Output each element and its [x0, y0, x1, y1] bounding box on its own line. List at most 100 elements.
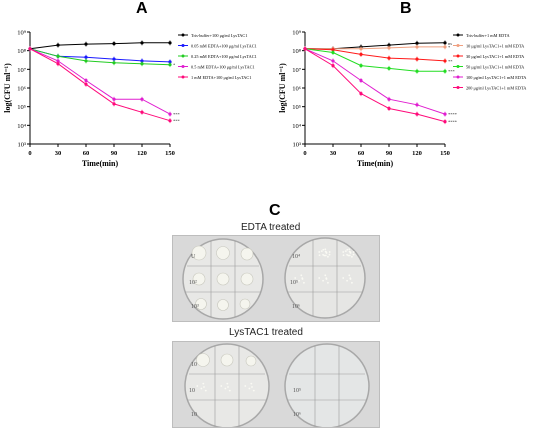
photo-lystac1-plates: 10 10 10 10⁵ 10⁶	[172, 341, 380, 429]
colony-dot	[300, 274, 303, 277]
data-point	[415, 69, 419, 73]
photo-caption-lystac1: LysTAC1 treated	[229, 327, 303, 338]
colony-spot	[239, 298, 251, 310]
series-line	[304, 48, 446, 115]
y-axis-title: log(CFU ml⁻¹)	[278, 63, 287, 113]
colony-dot	[346, 248, 349, 251]
colony-dot	[348, 254, 351, 257]
data-point	[140, 97, 144, 101]
y-tick-label: 10⁵	[17, 104, 26, 111]
colony-dot	[325, 277, 328, 280]
data-point	[84, 42, 88, 46]
legend-marker	[181, 33, 185, 37]
data-point	[84, 82, 88, 86]
plates-lystac1-svg: 10 10 10 10⁵ 10⁶	[184, 343, 370, 429]
colony-dot	[318, 277, 321, 279]
y-tick-label: 10⁴	[17, 123, 27, 130]
colony-dot	[220, 385, 223, 387]
legend-marker	[181, 44, 185, 47]
data-point	[359, 78, 363, 83]
colony-dot	[351, 255, 353, 258]
chart-a: 10³ 10⁴ 10⁵ 10⁶ 10⁷ 10⁸ 10⁹ 0 30 60 90 120 150 Time(m…	[3, 30, 257, 169]
data-point	[359, 64, 363, 68]
significance-label: ***	[173, 119, 181, 124]
data-point	[331, 64, 335, 68]
data-point	[56, 54, 60, 58]
colony-dot	[203, 386, 205, 388]
data-point	[387, 97, 391, 101]
colony-dot	[348, 250, 351, 253]
colony-dot	[324, 274, 327, 277]
colony-dot	[301, 277, 304, 280]
photo-caption-edta: EDTA treated	[241, 222, 301, 233]
x-tick-label: 60	[358, 150, 365, 157]
photo-edta-plates: U 10² 10³ 10⁴ 10⁵ 10⁶	[172, 235, 380, 322]
data-point	[168, 63, 172, 67]
x-tick-label: 60	[83, 150, 90, 157]
legend-marker	[456, 75, 460, 79]
plate-mark: U	[191, 254, 196, 260]
legend-label: 100 μg/ml LysTAC1+1 mM EDTA	[466, 75, 527, 80]
data-point	[168, 60, 172, 64]
colony-dot	[252, 389, 255, 392]
colony-dot	[328, 253, 331, 256]
colony-dot	[322, 248, 325, 251]
data-point	[112, 102, 116, 106]
x-tick-label: 90	[386, 150, 393, 157]
colony-dot	[204, 389, 207, 392]
significance-label: ***	[173, 112, 181, 117]
colony-dot	[328, 251, 331, 253]
series-line	[29, 48, 171, 115]
y-tick-label: 10⁸	[17, 48, 27, 55]
data-point	[331, 50, 335, 55]
colony-spot	[240, 247, 254, 261]
colony-dot	[352, 251, 355, 253]
data-point	[415, 103, 419, 107]
legend-marker	[181, 54, 185, 58]
plate-mark: 10⁶	[292, 304, 300, 310]
data-point	[443, 41, 447, 45]
colony-spot	[240, 272, 254, 286]
data-point	[112, 61, 116, 65]
data-point	[84, 59, 88, 63]
data-point	[168, 41, 172, 45]
colony-dot	[322, 279, 324, 282]
plate-mark: 10²	[189, 280, 197, 286]
chart-b: 10³ 10⁴ 10⁵ 10⁶ 10⁷ 10⁸ 10⁹ 0 30 60 90 120 150 Time(m…	[278, 30, 527, 169]
y-tick-label: 10⁶	[17, 86, 26, 93]
colony-dot	[244, 385, 247, 387]
y-tick-label: 10⁹	[292, 30, 302, 37]
data-point	[415, 112, 419, 116]
data-point	[56, 59, 60, 63]
colony-dot	[202, 382, 205, 385]
colony-spot	[216, 246, 230, 260]
y-tick-label: 10³	[293, 142, 302, 149]
legend-label: 1 mM EDTA+100 μg/ml LysTAC1	[191, 75, 251, 80]
colony-spot	[217, 299, 229, 311]
colony-spot	[192, 272, 206, 286]
colony-spot	[191, 245, 207, 261]
plate-mark: 10⁵	[290, 280, 298, 286]
colony-dot	[346, 279, 348, 282]
colony-dot	[251, 386, 253, 388]
y-tick-label: 10⁸	[292, 48, 302, 55]
colony-dot	[323, 254, 326, 257]
data-point	[140, 59, 144, 63]
y-tick-label: 10⁹	[17, 30, 27, 37]
y-tick-label: 10⁷	[292, 67, 301, 74]
colony-spot	[216, 272, 230, 286]
colony-dot	[324, 250, 327, 253]
colony-dot	[318, 254, 321, 257]
colony-dot	[228, 389, 231, 392]
data-point	[415, 45, 419, 49]
x-tick-label: 30	[330, 150, 337, 157]
colony-dot	[248, 387, 251, 390]
significance-label: ****	[448, 120, 458, 125]
colony-dot	[342, 251, 345, 253]
y-tick-label: 10⁴	[292, 123, 302, 130]
colony-dots-group	[294, 248, 355, 284]
series-line	[304, 48, 446, 62]
data-point	[331, 59, 335, 63]
plate-mark: 10	[191, 412, 197, 418]
data-point	[140, 110, 144, 114]
